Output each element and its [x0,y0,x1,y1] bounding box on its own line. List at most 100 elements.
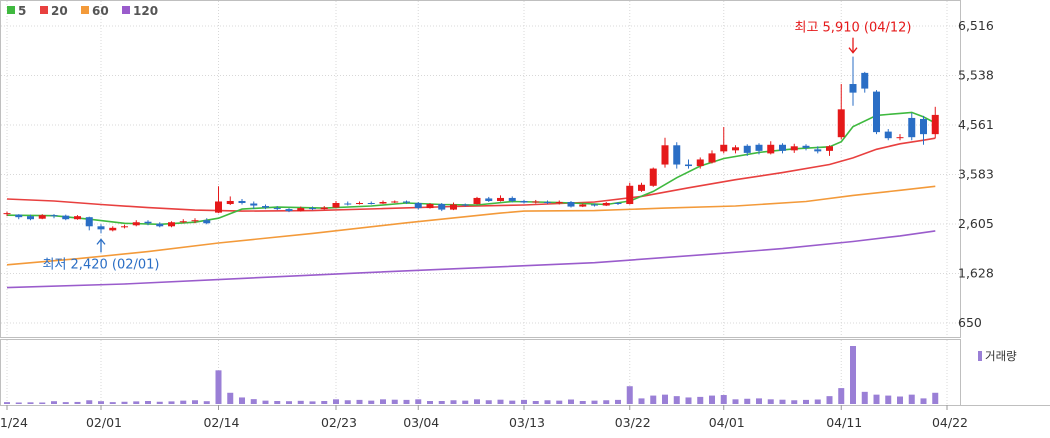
candle-body [931,114,939,135]
candle [168,221,175,228]
volume-bar [297,400,304,404]
volume-bar [333,399,339,404]
volume-bar [673,396,680,404]
y-tick-label: 2,605 [958,216,994,231]
volume-bar [262,400,269,404]
candle [132,220,140,227]
candle [649,167,657,187]
candle [379,200,387,205]
high-annotation: 최고 5,910 (04/12) [794,21,912,54]
volume-bar [344,400,351,404]
candle-body [391,201,399,203]
candle-body [755,144,763,151]
candle-body [3,213,11,215]
annotation-label: 최저 2,420 (02/01) [42,257,159,272]
candle-body [638,184,645,191]
volume-bar [368,400,375,404]
volume-bar [391,399,398,404]
candle-body [85,217,93,227]
candle-body [767,144,775,154]
candle [156,222,164,228]
x-tick-label: 04/11 [826,415,862,430]
volume-bar [156,401,163,404]
volume-bar [932,392,939,404]
volume-bar [850,346,856,404]
y-axis: 6,516 5,538 4,561 3,583 2,605 1,628 650 [958,18,994,330]
annotation-arrowhead [96,238,106,245]
volume-bar [4,402,10,404]
volume-bar [509,400,516,404]
candle [638,182,645,192]
ma120-line [6,230,936,289]
volume-bar [415,399,422,404]
legend-item-ma20: 20 [40,4,68,18]
volume-bar [497,399,504,404]
volume-bar [709,395,715,404]
candle-body [614,203,622,205]
volume-bar [814,399,821,404]
volume-bar [532,401,539,404]
volume-bar [720,395,727,404]
legend: 5 20 60 120 [7,4,158,18]
candle-body [356,203,363,205]
candle [85,216,93,231]
volume-bar [121,401,128,404]
candle [826,145,833,156]
candle [332,200,340,209]
x-axis: 01/24 02/01 02/14 02/23 03/04 03/13 03/22 04/01… [0,405,968,430]
candle [356,201,363,205]
candle [920,115,927,145]
candle-body [74,216,81,220]
volume-bar [626,386,633,404]
x-tick-label: 03/13 [509,415,545,430]
x-tick-label: 03/04 [403,415,439,430]
candle-body [732,147,739,151]
legend-swatch [7,6,15,14]
candle [708,150,716,164]
legend-item-ma5: 5 [7,4,26,18]
volume-bar [556,400,563,404]
candle-body [367,203,375,205]
candle [861,71,869,93]
volume-bar [203,401,210,404]
volume-bar [791,400,798,404]
volume-bar [462,400,469,404]
volume-bar [544,400,551,404]
main-panel-frame [0,0,961,338]
candle [579,203,587,208]
candle [38,214,46,220]
candle [320,206,328,210]
low-annotation: 최저 2,420 (02/01) [42,238,160,272]
candle-body [215,201,222,213]
volume-bar [109,402,116,404]
candle [720,127,728,154]
candle [3,211,11,217]
volume-bar [168,401,175,404]
volume-bar [767,399,774,404]
candle [555,200,563,205]
candle [226,196,234,206]
volume-bar [732,399,739,404]
candle [696,157,704,169]
candle [814,146,822,154]
candle [238,198,246,205]
ma5-line [6,111,936,226]
candle [779,143,786,154]
volume-bar [450,400,457,404]
candle-body [344,203,352,205]
candle [450,202,457,211]
volume-bar [568,399,574,404]
volume-bar [356,399,363,404]
candle [544,200,551,205]
y-tick-label: 3,583 [958,167,994,182]
candle [908,112,916,141]
legend-swatch [81,6,89,14]
candle-body [121,226,128,228]
volume-bar [897,396,903,404]
candle-body [320,207,328,210]
volume-bar [427,401,433,404]
candle [732,145,739,154]
volume-bar [227,392,234,404]
candle [426,203,434,209]
candle-body [602,203,610,206]
